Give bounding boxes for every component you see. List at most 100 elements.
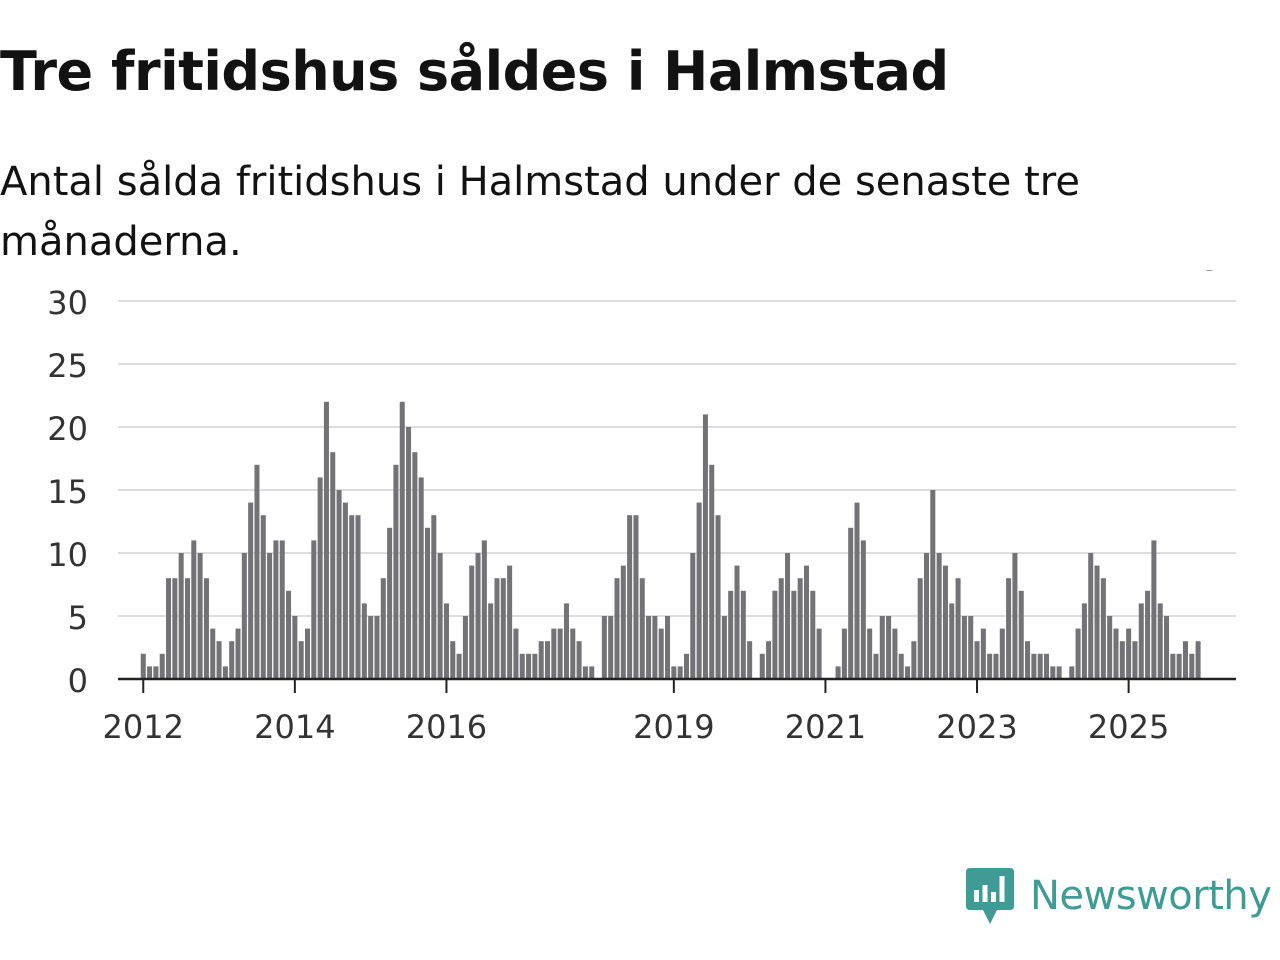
bar bbox=[677, 666, 683, 679]
y-tick-label: 20 bbox=[47, 410, 88, 448]
x-axis-labels: 2012 2014 2016 2019 2021 2023 2025 bbox=[103, 708, 1170, 740]
bar bbox=[949, 603, 955, 679]
bar bbox=[330, 452, 336, 679]
bar bbox=[917, 578, 923, 679]
bar bbox=[267, 553, 273, 679]
bar bbox=[387, 527, 393, 679]
bar bbox=[930, 490, 936, 679]
bar bbox=[671, 666, 677, 679]
x-tick-label: 2012 bbox=[103, 708, 184, 740]
bar bbox=[355, 515, 361, 679]
bar bbox=[646, 616, 652, 679]
y-tick-label: 10 bbox=[47, 536, 88, 574]
bar bbox=[235, 628, 241, 679]
bar bbox=[260, 515, 266, 679]
bar bbox=[229, 641, 235, 679]
bar bbox=[898, 653, 904, 679]
bar bbox=[241, 553, 247, 679]
data-label: 3 bbox=[1201, 270, 1220, 278]
bar bbox=[1195, 641, 1201, 679]
bar bbox=[1182, 641, 1188, 679]
bar bbox=[216, 641, 222, 679]
bar bbox=[867, 628, 873, 679]
bar bbox=[1025, 641, 1031, 679]
bar bbox=[494, 578, 500, 679]
bar bbox=[159, 653, 165, 679]
bar bbox=[1157, 603, 1163, 679]
bar bbox=[999, 628, 1005, 679]
bar bbox=[936, 553, 942, 679]
bar bbox=[469, 565, 475, 679]
bar bbox=[153, 666, 159, 679]
bar bbox=[683, 653, 689, 679]
bar bbox=[1012, 553, 1018, 679]
bar bbox=[254, 464, 260, 679]
bar bbox=[620, 565, 626, 679]
bar bbox=[803, 565, 809, 679]
bar bbox=[406, 427, 412, 679]
bar bbox=[658, 628, 664, 679]
bar bbox=[1037, 653, 1043, 679]
bar bbox=[1132, 641, 1138, 679]
bar bbox=[911, 641, 917, 679]
bar bbox=[879, 616, 885, 679]
bar bbox=[286, 590, 292, 679]
chart-title: Tre fritidshus såldes i Halmstad bbox=[0, 40, 949, 103]
bar bbox=[987, 653, 993, 679]
bar bbox=[873, 653, 879, 679]
bar bbox=[203, 578, 209, 679]
bar bbox=[557, 628, 563, 679]
bar bbox=[848, 527, 854, 679]
bar bbox=[248, 502, 254, 679]
bar bbox=[545, 641, 551, 679]
bar bbox=[942, 565, 948, 679]
bar bbox=[431, 515, 437, 679]
bar bbox=[747, 641, 753, 679]
bar bbox=[886, 616, 892, 679]
bar bbox=[721, 616, 727, 679]
bar bbox=[197, 553, 203, 679]
bar bbox=[563, 603, 569, 679]
x-tick-label: 2023 bbox=[936, 708, 1017, 740]
bar bbox=[342, 502, 348, 679]
bar bbox=[222, 666, 228, 679]
x-tick-label: 2019 bbox=[633, 708, 714, 740]
y-tick-label: 30 bbox=[47, 284, 88, 322]
bar bbox=[418, 477, 424, 679]
bar bbox=[791, 590, 797, 679]
bar bbox=[968, 616, 974, 679]
bar bbox=[551, 628, 557, 679]
y-tick-label: 25 bbox=[47, 347, 88, 385]
bar bbox=[1100, 578, 1106, 679]
bar bbox=[614, 578, 620, 679]
bar bbox=[797, 578, 803, 679]
bar bbox=[993, 653, 999, 679]
bar bbox=[854, 502, 860, 679]
bar bbox=[1044, 653, 1050, 679]
bar bbox=[728, 590, 734, 679]
bar bbox=[633, 515, 639, 679]
bar bbox=[462, 616, 468, 679]
bar bbox=[538, 641, 544, 679]
bar bbox=[349, 515, 355, 679]
bar bbox=[1138, 603, 1144, 679]
bar bbox=[1088, 553, 1094, 679]
bar bbox=[772, 590, 778, 679]
bar bbox=[178, 553, 184, 679]
bar bbox=[507, 565, 513, 679]
bar bbox=[1151, 540, 1157, 679]
bar bbox=[374, 616, 380, 679]
y-tick-label: 5 bbox=[68, 599, 88, 637]
bar bbox=[759, 653, 765, 679]
bar-chart-speech-bubble-icon bbox=[966, 868, 1014, 924]
brand-name: Newsworthy bbox=[1030, 873, 1272, 919]
bar bbox=[1164, 616, 1170, 679]
gridlines bbox=[118, 300, 1236, 617]
bar bbox=[475, 553, 481, 679]
bar bbox=[526, 653, 532, 679]
bar bbox=[1176, 653, 1182, 679]
bar bbox=[589, 666, 595, 679]
bar bbox=[961, 616, 967, 679]
bar bbox=[841, 628, 847, 679]
bar bbox=[582, 666, 588, 679]
